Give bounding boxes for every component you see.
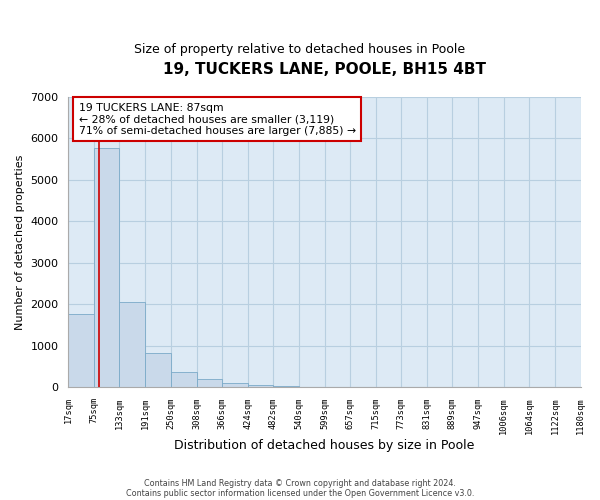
Bar (145, 353, 171, 388)
Bar (197, 378, 222, 388)
Bar (94, 148, 119, 388)
Text: Contains public sector information licensed under the Open Government Licence v3: Contains public sector information licen… (126, 488, 474, 498)
Bar (119, 302, 145, 388)
Title: 19, TUCKERS LANE, POOLE, BH15 4BT: 19, TUCKERS LANE, POOLE, BH15 4BT (163, 62, 486, 78)
Y-axis label: Number of detached properties: Number of detached properties (15, 154, 25, 330)
Bar (171, 372, 197, 388)
X-axis label: Distribution of detached houses by size in Poole: Distribution of detached houses by size … (174, 440, 475, 452)
Bar (68, 314, 94, 388)
Text: 19 TUCKERS LANE: 87sqm
← 28% of detached houses are smaller (3,119)
71% of semi-: 19 TUCKERS LANE: 87sqm ← 28% of detached… (79, 102, 356, 136)
Bar (273, 386, 299, 388)
Bar (248, 385, 273, 388)
Text: Size of property relative to detached houses in Poole: Size of property relative to detached ho… (134, 42, 466, 56)
Bar (222, 384, 248, 388)
Text: Contains HM Land Registry data © Crown copyright and database right 2024.: Contains HM Land Registry data © Crown c… (144, 478, 456, 488)
